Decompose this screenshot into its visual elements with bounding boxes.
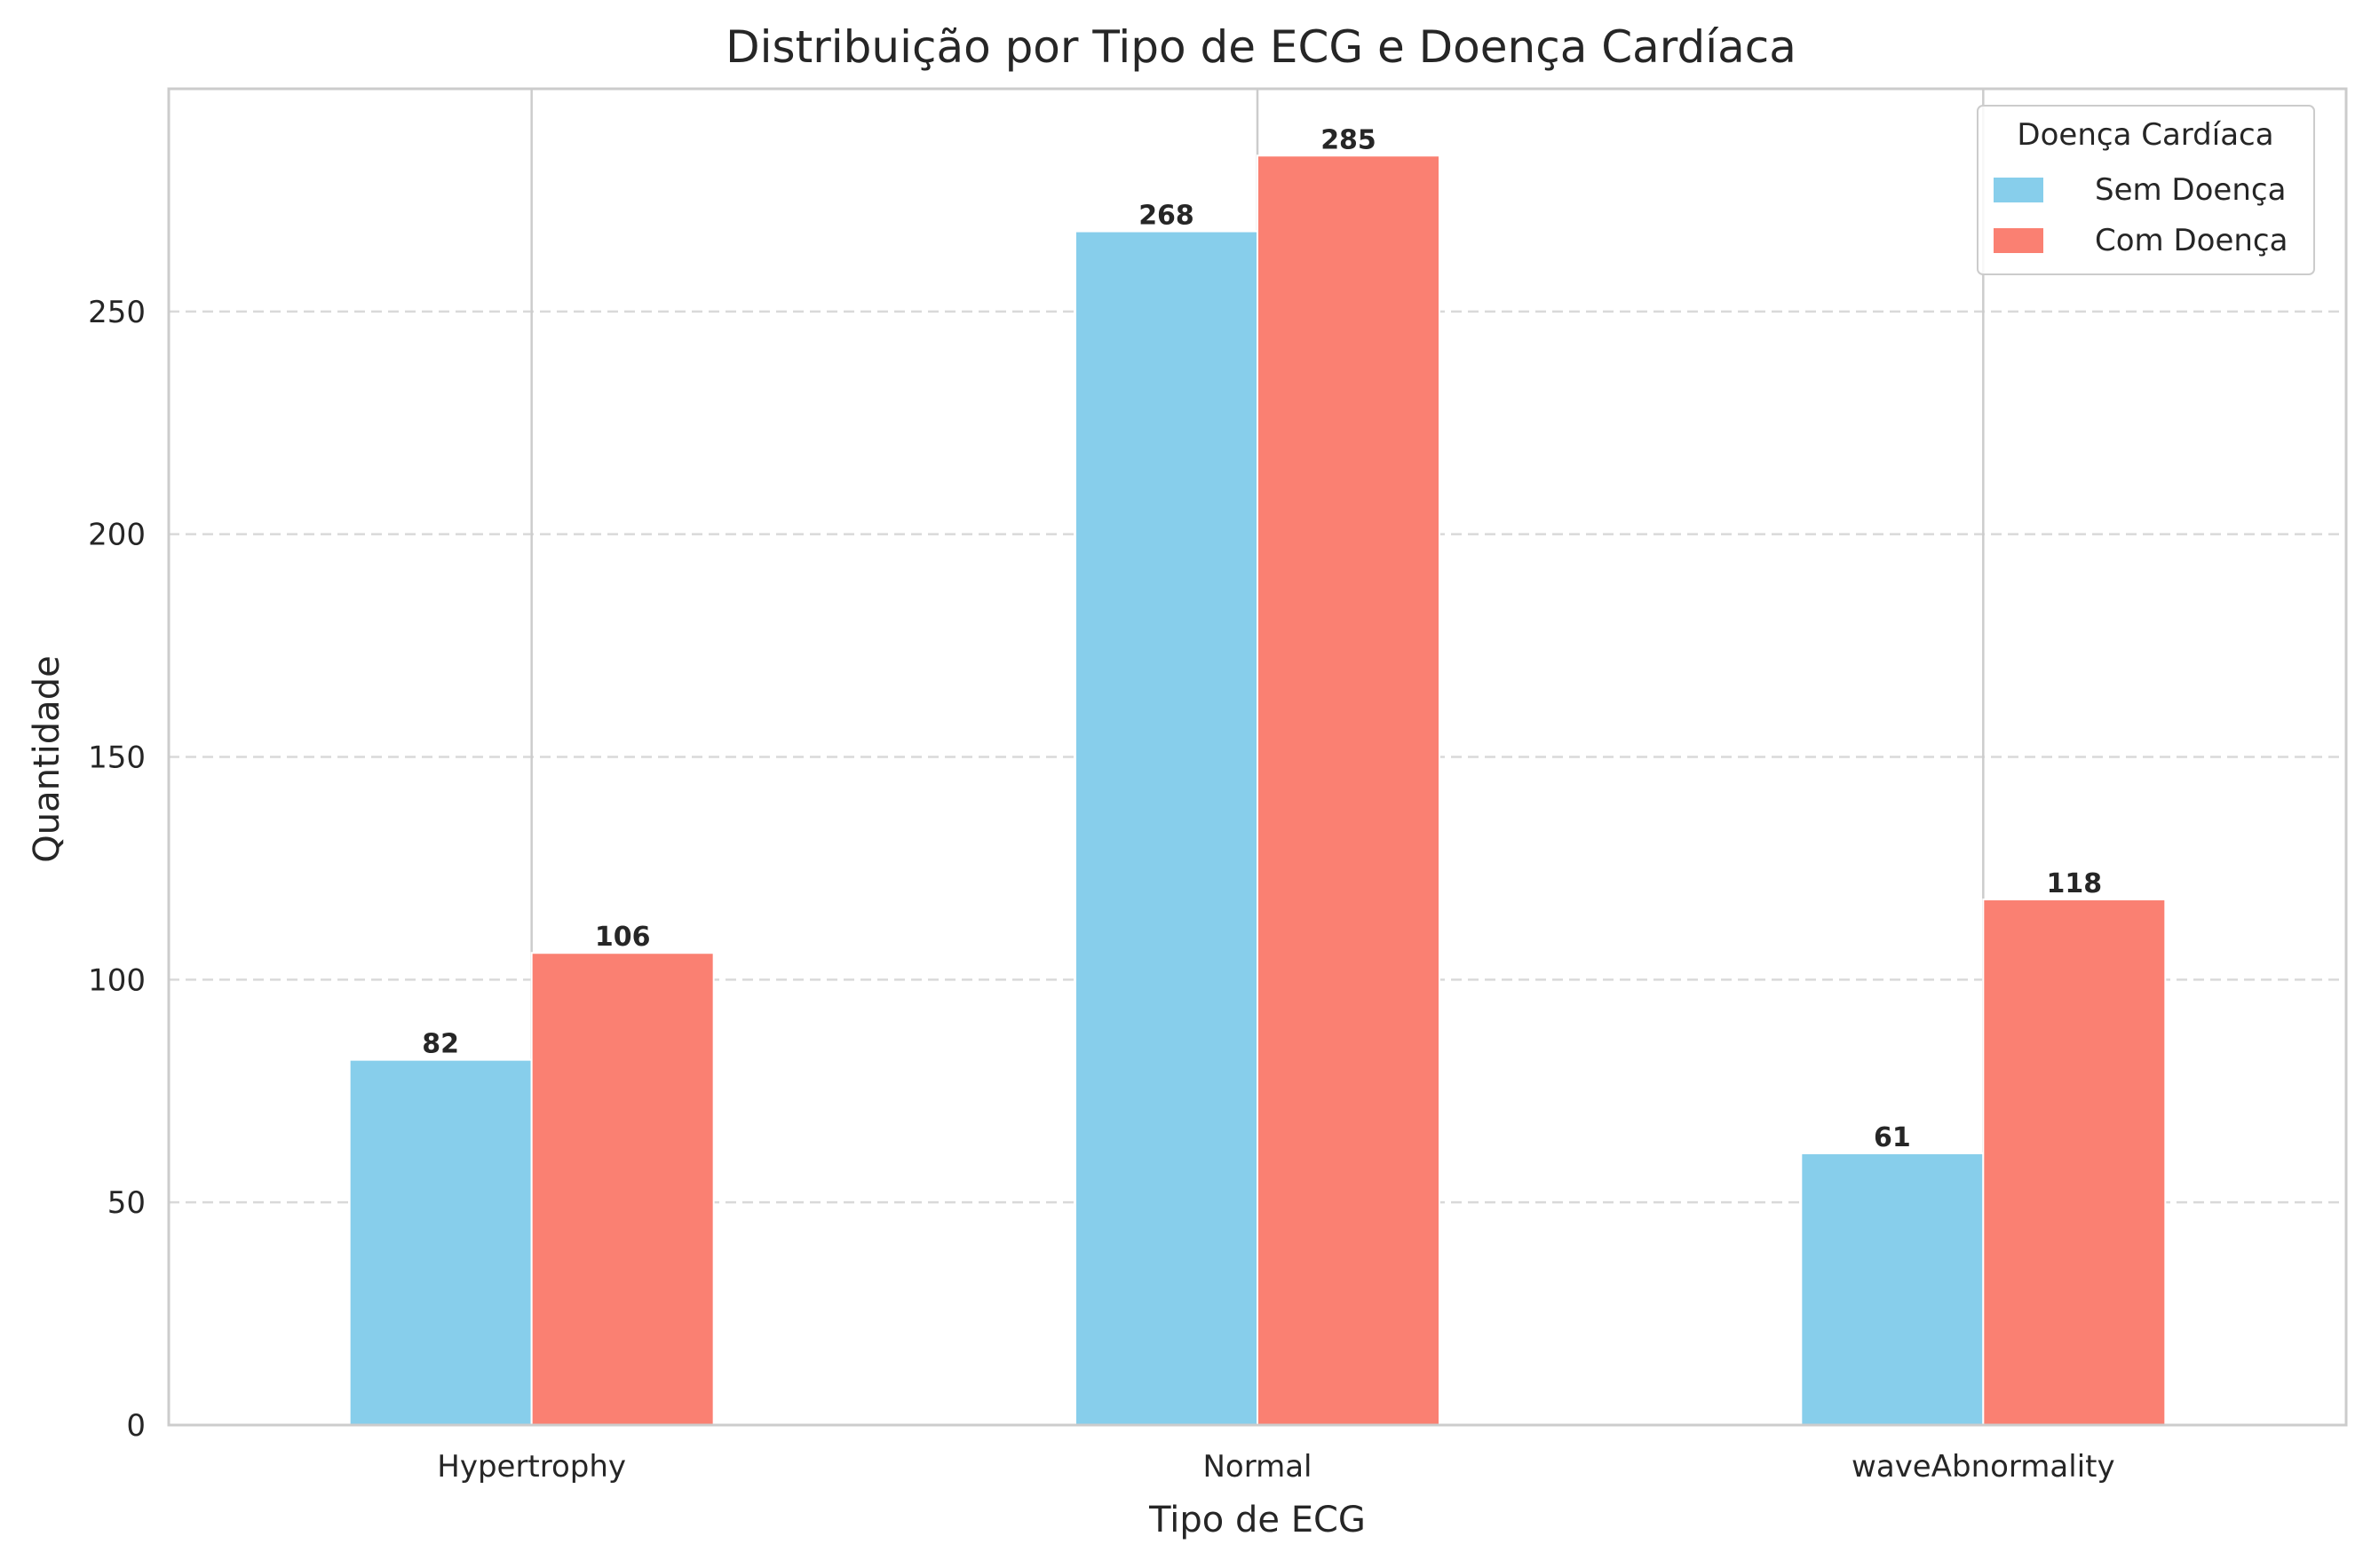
bar: [530, 952, 715, 1426]
x-tick-label: Hypertrophy: [437, 1449, 626, 1485]
bar-value-label: 82: [422, 1029, 459, 1060]
bar: [1257, 154, 1440, 1426]
y-tick-label: 50: [107, 1185, 146, 1221]
x-axis-label: Tipo de ECG: [1148, 1500, 1366, 1540]
y-tick-label: 250: [88, 295, 146, 330]
x-tick-label: Normal: [1202, 1449, 1312, 1485]
legend-box: [1977, 105, 2315, 275]
bar-value-label: 268: [1138, 201, 1194, 232]
bar-value-label: 285: [1320, 124, 1376, 155]
bar-value-label: 61: [1874, 1122, 1911, 1153]
bar-value-label: 118: [2047, 868, 2103, 899]
bar: [1074, 230, 1258, 1426]
y-tick-label: 200: [88, 518, 146, 553]
legend-title: Doença Cardíaca: [2017, 117, 2273, 153]
plot-frame: [167, 87, 2348, 1427]
x-tick-label: waveAbnormality: [1852, 1449, 2115, 1485]
legend-swatch-sem-doenca: [1994, 178, 2043, 202]
legend-label-com-doenca: Com Doença: [2095, 223, 2288, 258]
x-tick-labels: Hypertrophy Normal waveAbnormality: [437, 1449, 2114, 1485]
bar: [1982, 899, 2167, 1426]
bar-value-label: 106: [595, 922, 651, 953]
bar-value-labels: 82 106 268 285 61 118: [422, 124, 2102, 1153]
legend-swatch-com-doenca: [1994, 228, 2043, 253]
y-axis-label: Quantidade: [27, 655, 67, 862]
y-tick-label: 100: [88, 962, 146, 998]
bar: [348, 1058, 533, 1426]
y-tick-labels: 0 50 100 150 200 250: [88, 295, 146, 1444]
legend-label-sem-doenca: Sem Doença: [2095, 172, 2286, 208]
bars: [348, 154, 2167, 1426]
chart-title: Distribuição por Tipo de ECG e Doença Ca…: [726, 21, 1796, 73]
y-tick-label: 0: [126, 1408, 146, 1444]
legend: Doença Cardíaca Sem Doença Com Doença: [1977, 105, 2315, 275]
bar: [1800, 1152, 1985, 1426]
y-tick-label: 150: [88, 740, 146, 776]
